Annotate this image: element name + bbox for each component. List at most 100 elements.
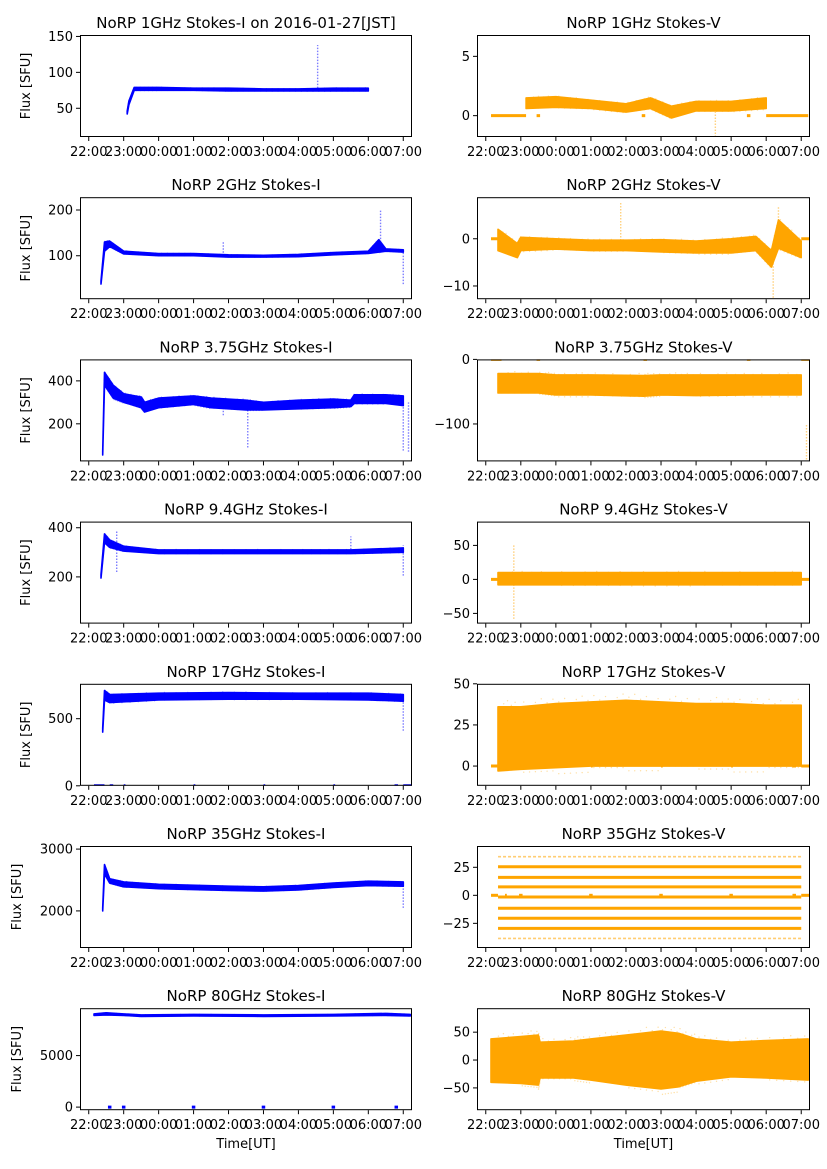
data-point bbox=[205, 395, 208, 398]
data-point bbox=[356, 403, 358, 405]
data-point bbox=[666, 571, 668, 573]
panel-2ghz-v: −10022:0023:0000:0001:0002:0003:0004:000… bbox=[443, 176, 820, 322]
data-point bbox=[593, 99, 595, 102]
data-point bbox=[364, 90, 367, 92]
y-tick-label: 150 bbox=[48, 30, 73, 45]
data-point bbox=[104, 1014, 106, 1016]
y-tick-label: 0 bbox=[462, 573, 470, 588]
data-point bbox=[101, 563, 103, 565]
data-point bbox=[521, 1085, 523, 1087]
data-point bbox=[650, 374, 652, 376]
x-tick-label: 07:00 bbox=[783, 145, 820, 160]
x-tick-label: 04:00 bbox=[677, 469, 714, 484]
data-point bbox=[242, 409, 244, 411]
data-point bbox=[294, 253, 297, 256]
data-point bbox=[300, 889, 303, 891]
x-tick-label: 06:00 bbox=[350, 307, 387, 322]
data-point bbox=[658, 112, 660, 114]
data-point bbox=[141, 396, 143, 399]
data-point bbox=[575, 97, 578, 99]
data-point bbox=[205, 407, 208, 409]
data-point bbox=[593, 694, 595, 697]
plot-area-2ghz-v bbox=[491, 201, 810, 298]
data-point bbox=[236, 87, 238, 89]
data-point bbox=[777, 249, 779, 251]
data-point bbox=[593, 1079, 595, 1082]
data-point bbox=[512, 1082, 515, 1084]
data-point bbox=[628, 696, 630, 698]
data-point bbox=[350, 405, 352, 408]
axes-frame bbox=[477, 846, 810, 948]
data-point bbox=[655, 98, 657, 100]
data-point bbox=[517, 1082, 520, 1085]
data-point bbox=[750, 1076, 753, 1079]
data-point bbox=[395, 251, 397, 253]
data-band bbox=[126, 86, 370, 115]
data-point bbox=[502, 1082, 505, 1084]
data-point bbox=[178, 252, 180, 254]
data-point bbox=[534, 392, 536, 394]
data-point bbox=[581, 396, 583, 398]
data-point bbox=[664, 1093, 667, 1095]
data-point bbox=[112, 1012, 115, 1014]
data-point bbox=[561, 584, 563, 587]
data-point bbox=[184, 89, 186, 92]
data-point bbox=[115, 399, 117, 401]
data-point bbox=[677, 570, 680, 573]
data-point bbox=[102, 900, 104, 903]
data-point bbox=[709, 699, 712, 702]
data-point bbox=[283, 253, 285, 256]
data-point bbox=[371, 252, 374, 254]
x-tick-label: 05:00 bbox=[315, 794, 352, 809]
data-point bbox=[119, 879, 121, 882]
data-point bbox=[371, 1014, 374, 1017]
data-point bbox=[288, 253, 291, 256]
data-point bbox=[121, 550, 124, 552]
panel-80ghz-i: 0500022:0023:0000:0001:0002:0003:0004:00… bbox=[10, 987, 422, 1152]
data-point bbox=[213, 253, 215, 255]
data-point bbox=[280, 548, 282, 551]
data-point bbox=[353, 403, 355, 405]
data-point bbox=[704, 570, 706, 573]
data-point bbox=[108, 546, 110, 549]
data-point bbox=[395, 1013, 397, 1015]
data-point bbox=[130, 1013, 132, 1015]
data-point bbox=[639, 109, 641, 111]
data-point bbox=[102, 896, 104, 898]
data-point bbox=[119, 543, 121, 545]
data-point bbox=[401, 251, 403, 253]
data-point bbox=[679, 1086, 681, 1089]
data-point bbox=[265, 401, 268, 403]
data-point bbox=[709, 239, 712, 241]
y-tick-label: 0 bbox=[462, 353, 470, 368]
x-tick-label: 07:00 bbox=[385, 469, 422, 484]
data-point bbox=[791, 254, 793, 256]
x-tick-label: 23:00 bbox=[105, 145, 142, 160]
data-point bbox=[542, 107, 545, 109]
data-point bbox=[361, 699, 364, 701]
data-point bbox=[376, 880, 378, 882]
data-point bbox=[224, 87, 227, 89]
data-point bbox=[341, 87, 343, 89]
data-point bbox=[353, 250, 355, 253]
data-point bbox=[650, 396, 652, 398]
data-point bbox=[542, 393, 544, 396]
data-point bbox=[107, 701, 110, 704]
data-point bbox=[523, 771, 525, 773]
y-tick-label: 2000 bbox=[40, 904, 73, 919]
data-point bbox=[175, 692, 177, 694]
data-point bbox=[519, 252, 521, 254]
data-point bbox=[558, 373, 560, 376]
data-point bbox=[407, 1013, 409, 1015]
data-point bbox=[692, 394, 694, 397]
data-point bbox=[392, 251, 394, 253]
data-point bbox=[682, 1032, 684, 1035]
data-point bbox=[664, 1026, 667, 1029]
x-tick-label: 22:00 bbox=[70, 145, 107, 160]
data-point bbox=[721, 110, 724, 113]
data-point bbox=[503, 703, 505, 705]
data-point bbox=[519, 237, 521, 240]
data-point bbox=[121, 252, 124, 255]
data-point bbox=[179, 1013, 182, 1016]
data-point bbox=[752, 250, 755, 252]
